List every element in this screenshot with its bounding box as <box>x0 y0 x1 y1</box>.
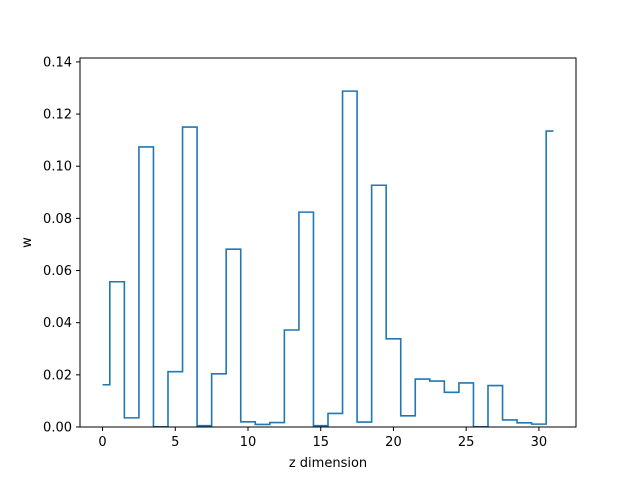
y-tick-label: 0.14 <box>43 55 72 70</box>
data-point <box>175 371 176 372</box>
data-point <box>262 424 263 425</box>
x-axis-label: z dimension <box>289 456 367 471</box>
data-point <box>509 419 510 420</box>
data-point <box>146 146 147 147</box>
y-tick-label: 0.04 <box>43 316 72 331</box>
x-tick-label: 20 <box>385 435 402 450</box>
y-tick-label: 0.00 <box>43 421 72 436</box>
x-tick-label: 0 <box>98 435 106 450</box>
data-point <box>495 385 496 386</box>
data-point <box>204 425 205 426</box>
data-point <box>291 329 292 330</box>
y-tick-label: 0.12 <box>43 108 72 123</box>
ticks: 0 5 10 15 20 25 30 0.00 0.02 0.04 0.06 0.08 0.10 0.12… <box>43 55 547 450</box>
data-point <box>102 384 103 385</box>
axes-frame <box>79 57 577 428</box>
data-point <box>378 185 379 186</box>
data-point <box>248 421 249 422</box>
data-point <box>364 422 365 423</box>
data-point <box>349 91 350 92</box>
data-point <box>553 131 554 132</box>
data-point <box>117 281 118 282</box>
x-tick-label: 25 <box>458 435 475 450</box>
x-tick-label: 30 <box>531 435 548 450</box>
data-point <box>408 415 409 416</box>
data-point <box>335 413 336 414</box>
data-point <box>524 422 525 423</box>
y-tick-label: 0.06 <box>43 264 72 279</box>
data-point <box>131 417 132 418</box>
y-axis-label: w <box>20 237 35 248</box>
data-point <box>393 338 394 339</box>
data-point <box>437 381 438 382</box>
data-point <box>277 422 278 423</box>
y-tick-label: 0.02 <box>43 368 72 383</box>
y-tick-label: 0.08 <box>43 212 72 227</box>
data-point <box>422 379 423 380</box>
data-point <box>306 212 307 213</box>
x-tick-label: 15 <box>312 435 329 450</box>
data-point <box>451 392 452 393</box>
data-point <box>189 127 190 128</box>
data-point <box>466 382 467 383</box>
data-point <box>218 373 219 374</box>
data-point <box>538 424 539 425</box>
data-point <box>233 249 234 250</box>
data-point <box>320 425 321 426</box>
x-tick-label: 10 <box>240 435 257 450</box>
x-tick-label: 5 <box>171 435 179 450</box>
y-tick-label: 0.10 <box>43 160 72 175</box>
